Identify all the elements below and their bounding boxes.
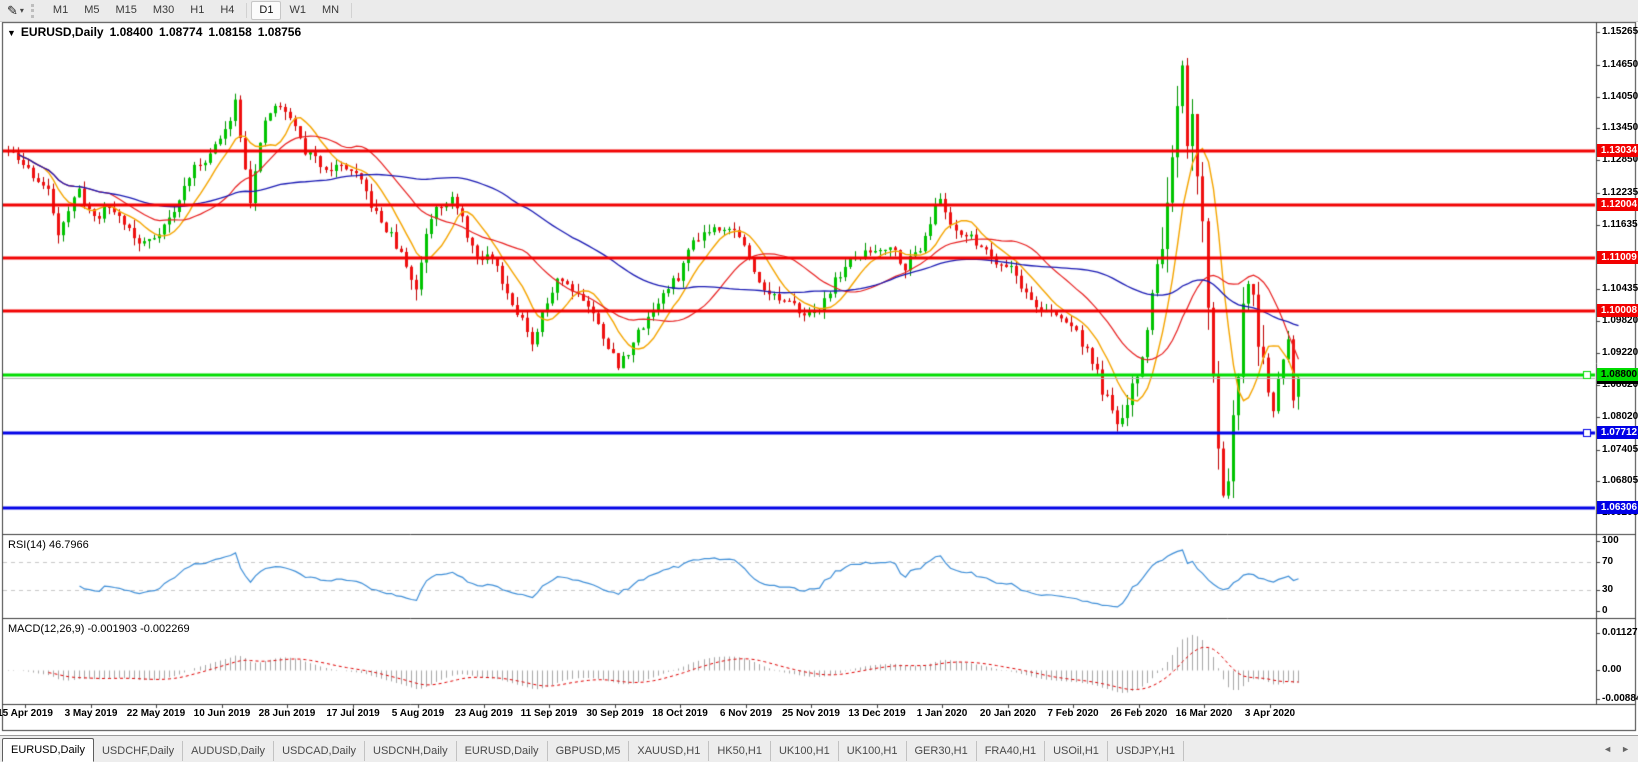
date-axis-label: 26 Feb 2020 (1110, 708, 1168, 719)
chart-tab-eurusd-daily[interactable]: EURUSD,Daily (2, 738, 94, 762)
date-axis-label: 18 Oct 2019 (652, 708, 708, 719)
rsi-axis-tick: 100 (1602, 535, 1619, 546)
price-axis-tick: 1.11635 (1602, 218, 1638, 230)
date-axis-label: 11 Sep 2019 (520, 708, 578, 719)
chart-tab-fra40-h1[interactable]: FRA40,H1 (977, 741, 1046, 761)
rsi-axis-tick: 30 (1602, 584, 1614, 595)
chart-tab-usoil-h1[interactable]: USOil,H1 (1045, 741, 1108, 761)
timeframe-button-m30[interactable]: M30 (152, 4, 175, 16)
chart-tab-ger30-h1[interactable]: GER30,H1 (907, 741, 977, 761)
date-axis-label: 30 Sep 2019 (586, 708, 644, 719)
chart-dropdown-icon[interactable]: ▼ (7, 28, 16, 38)
timeframe-button-w1[interactable]: W1 (289, 4, 306, 16)
chart-tab-usdcnh-daily[interactable]: USDCNH,Daily (365, 741, 457, 761)
price-axis-tick: 1.08620 (1602, 379, 1638, 391)
macd-indicator-label: MACD(12,26,9) -0.001903 -0.002269 (8, 623, 190, 635)
date-axis-label: 15 Apr 2019 (0, 708, 53, 719)
toolbar: ✎ ▾ M1 M5 M15 M30 H1 H4 D1 W1 MN (0, 0, 1638, 22)
tabbar-arrows: ◄ ► (1603, 744, 1630, 754)
dropdown-caret-icon[interactable]: ▾ (19, 6, 24, 15)
date-axis-label: 7 Feb 2020 (1047, 708, 1099, 719)
ohlc-high: 1.08774 (159, 25, 203, 39)
price-axis-tick: 1.09820 (1602, 315, 1638, 327)
tabbar-scroll-left-icon[interactable]: ◄ (1603, 744, 1613, 754)
chart-tab-usdcad-daily[interactable]: USDCAD,Daily (274, 741, 366, 761)
toolbar-separator (351, 3, 353, 18)
price-axis-tick: 1.08020 (1602, 410, 1638, 422)
level-price-label: 1.10008 (1597, 304, 1638, 318)
price-axis-tick: 1.09220 (1602, 347, 1638, 359)
chart-tab-uk100-h1[interactable]: UK100,H1 (839, 741, 907, 761)
price-axis-tick: 1.15265 (1602, 26, 1638, 37)
timeframe-button-h1[interactable]: H1 (190, 4, 205, 16)
chart-tab-usdjpy-h1[interactable]: USDJPY,H1 (1108, 741, 1185, 761)
timeframe-button-m5[interactable]: M5 (84, 4, 100, 16)
ohlc-open: 1.08400 (109, 25, 153, 39)
timeframe-button-m15[interactable]: M15 (115, 4, 137, 16)
tabbar-scroll-right-icon[interactable]: ► (1621, 744, 1630, 754)
date-axis-label: 10 Jun 2019 (193, 708, 251, 719)
date-axis-label: 28 Jun 2019 (258, 708, 316, 719)
date-axis-label: 6 Nov 2019 (719, 708, 773, 719)
level-price-label: 1.07712 (1597, 426, 1638, 440)
date-axis-label: 16 Mar 2020 (1175, 708, 1233, 719)
chart-title-bar: ▼ EURUSD,Daily 1.08400 1.08774 1.08158 1.0875… (7, 25, 301, 39)
chart-symbol-period: EURUSD,Daily (20, 25, 104, 39)
toolbar-separator (246, 3, 248, 18)
ohlc-low: 1.08158 (208, 25, 252, 39)
level-price-label: 1.08800 (1597, 368, 1638, 382)
date-axis-label: 20 Jan 2020 (979, 708, 1037, 719)
date-axis-label: 23 Aug 2019 (455, 708, 513, 719)
rsi-axis-tick: 70 (1602, 556, 1614, 567)
timeframe-button-m1[interactable]: M1 (52, 4, 69, 16)
price-axis-tick: 1.14050 (1602, 90, 1638, 102)
price-axis-tick: 1.12850 (1602, 154, 1638, 166)
price-axis-tick: 1.07405 (1602, 443, 1638, 455)
price-axis-tick: 1.06805 (1602, 475, 1638, 487)
toolbar-grip (30, 3, 38, 18)
rsi-axis-tick: 0 (1602, 605, 1608, 616)
chart-tabbar: EURUSD,Daily USDCHF,Daily AUDUSD,Daily USDC… (0, 735, 1638, 762)
timeframe-button-h4[interactable]: H4 (220, 4, 235, 16)
rsi-indicator-label: RSI(14) 46.7966 (8, 539, 89, 551)
level-price-label: 1.12004 (1597, 198, 1638, 212)
date-axis-label: 17 Jul 2019 (326, 708, 380, 719)
chart-tab-hk50-h1[interactable]: HK50,H1 (709, 741, 771, 761)
date-axis-label: 3 Apr 2020 (1244, 708, 1296, 719)
date-axis-label: 13 Dec 2019 (848, 708, 906, 719)
chart-tab-audusd-daily[interactable]: AUDUSD,Daily (183, 741, 275, 761)
timeframe-button-d1[interactable]: D1 (251, 1, 282, 20)
date-axis-label: 5 Aug 2019 (391, 708, 445, 719)
date-axis-label: 22 May 2019 (126, 708, 186, 719)
chart-tab-uk100-h1[interactable]: UK100,H1 (771, 741, 839, 761)
price-axis-tick: 1.10435 (1602, 282, 1638, 294)
level-price-label: 1.11009 (1597, 251, 1638, 265)
date-axis-label: 25 Nov 2019 (782, 708, 840, 719)
chart-tab-usdchf-daily[interactable]: USDCHF,Daily (94, 741, 184, 761)
timeframe-toolbar: M1 M5 M15 M30 H1 H4 D1 W1 MN (45, 0, 356, 21)
price-axis-tick: 1.12235 (1602, 186, 1638, 198)
date-axis-label: 3 May 2019 (64, 708, 118, 719)
chart-tab-eurusd-daily[interactable]: EURUSD,Daily (457, 741, 548, 761)
macd-axis-tick: 0.011277 (1602, 626, 1638, 638)
timeframe-button-mn[interactable]: MN (321, 4, 340, 16)
price-axis-tick: 1.14650 (1602, 58, 1638, 70)
crayon-tool-icon[interactable]: ✎ (7, 2, 18, 18)
macd-axis-tick: 0.00 (1602, 664, 1622, 675)
chart-tab-gbpusd-m5[interactable]: GBPUSD,M5 (548, 741, 630, 761)
chart-tab-xauusd-h1[interactable]: XAUUSD,H1 (629, 741, 710, 761)
macd-axis-tick: -0.008845 (1602, 693, 1638, 705)
price-axis-tick: 1.13450 (1602, 122, 1638, 134)
ohlc-close: 1.08756 (257, 25, 302, 39)
chart-tabs: EURUSD,Daily USDCHF,Daily AUDUSD,Daily USDC… (0, 738, 1185, 762)
level-price-label: 1.06306 (1597, 500, 1638, 514)
level-price-label: 1.13034 (1597, 143, 1638, 157)
date-axis-label: 1 Jan 2020 (916, 708, 968, 719)
